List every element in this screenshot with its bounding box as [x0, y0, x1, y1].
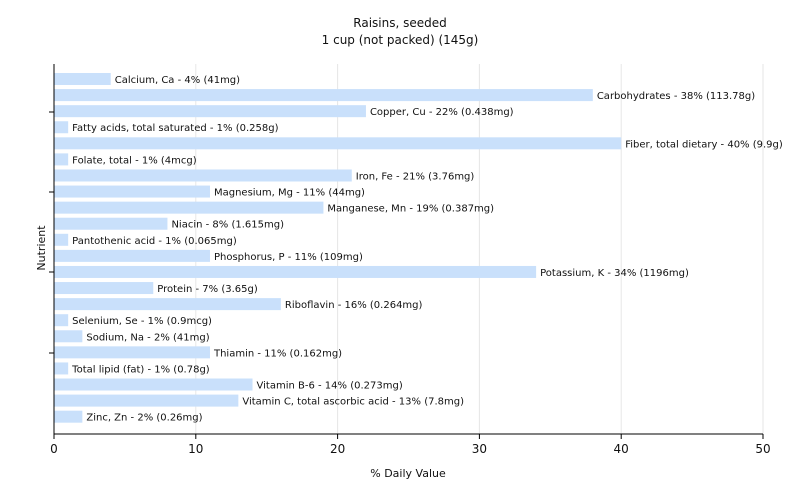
axis-layer: 0 10 20 30 40 50	[49, 64, 771, 456]
bar	[54, 410, 83, 423]
bar	[54, 314, 69, 327]
x-tick-label: 30	[472, 442, 487, 456]
bar	[54, 346, 210, 359]
bar-data-label: Manganese, Mn - 19% (0.387mg)	[327, 204, 494, 215]
bar-data-label: Niacin - 8% (1.615mg)	[171, 220, 284, 231]
chart-title: Raisins, seeded	[353, 16, 447, 30]
bar-data-label: Folate, total - 1% (4mcg)	[72, 155, 197, 166]
x-tick-label: 10	[188, 442, 203, 456]
bar	[54, 362, 69, 375]
bar	[54, 298, 281, 311]
bar	[54, 249, 210, 262]
bar-data-label: Calcium, Ca - 4% (41mg)	[115, 75, 240, 86]
y-axis-label: Nutrient	[35, 225, 48, 271]
bar	[54, 89, 593, 102]
bar	[54, 201, 324, 214]
bars-layer: Calcium, Ca - 4% (41mg) Carbohydrates - 3…	[54, 73, 783, 424]
bar	[54, 217, 168, 230]
bar-data-label: Fatty acids, total saturated - 1% (0.258…	[72, 123, 278, 134]
chart-subtitle: 1 cup (not packed) (145g)	[321, 33, 479, 47]
bar	[54, 121, 69, 134]
bar	[54, 185, 210, 198]
bar-data-label: Vitamin B-6 - 14% (0.273mg)	[257, 381, 403, 392]
bar	[54, 394, 239, 407]
bar	[54, 282, 154, 295]
x-axis-label: % Daily Value	[370, 467, 446, 480]
bar-data-label: Protein - 7% (3.65g)	[157, 284, 258, 295]
bar	[54, 265, 537, 278]
bar-data-label: Fiber, total dietary - 40% (9.9g)	[625, 139, 783, 150]
bar-data-label: Total lipid (fat) - 1% (0.78g)	[71, 364, 210, 375]
grid-layer	[54, 64, 764, 434]
bar	[54, 169, 352, 182]
bar	[54, 137, 622, 150]
bar-data-label: Magnesium, Mg - 11% (44mg)	[214, 188, 365, 199]
plot-area	[54, 64, 763, 434]
bar-data-label: Phosphorus, P - 11% (109mg)	[214, 252, 363, 263]
bar	[54, 378, 253, 391]
bar	[54, 105, 366, 118]
bar-data-label: Carbohydrates - 38% (113.78g)	[597, 91, 755, 102]
bar-data-label: Iron, Fe - 21% (3.76mg)	[356, 171, 475, 182]
bar-data-label: Potassium, K - 34% (1196mg)	[540, 268, 689, 279]
x-tick-label: 0	[50, 442, 58, 456]
bar-data-label: Sodium, Na - 2% (41mg)	[86, 332, 209, 343]
x-tick-label: 50	[755, 442, 770, 456]
bar-data-label: Thiamin - 11% (0.162mg)	[213, 348, 342, 359]
bar-data-label: Copper, Cu - 22% (0.438mg)	[370, 107, 514, 118]
bar	[54, 73, 111, 85]
bar-data-label: Vitamin C, total ascorbic acid - 13% (7.…	[242, 397, 464, 408]
bar	[54, 330, 83, 343]
bar-data-label: Riboflavin - 16% (0.264mg)	[285, 300, 423, 311]
x-tick-label: 20	[330, 442, 345, 456]
bar	[54, 153, 69, 166]
bar-data-label: Selenium, Se - 1% (0.9mcg)	[72, 316, 212, 327]
bar-data-label: Pantothenic acid - 1% (0.065mg)	[72, 236, 237, 247]
bar-data-label: Zinc, Zn - 2% (0.26mg)	[86, 413, 202, 424]
bar	[54, 233, 69, 246]
x-tick-label: 40	[614, 442, 629, 456]
